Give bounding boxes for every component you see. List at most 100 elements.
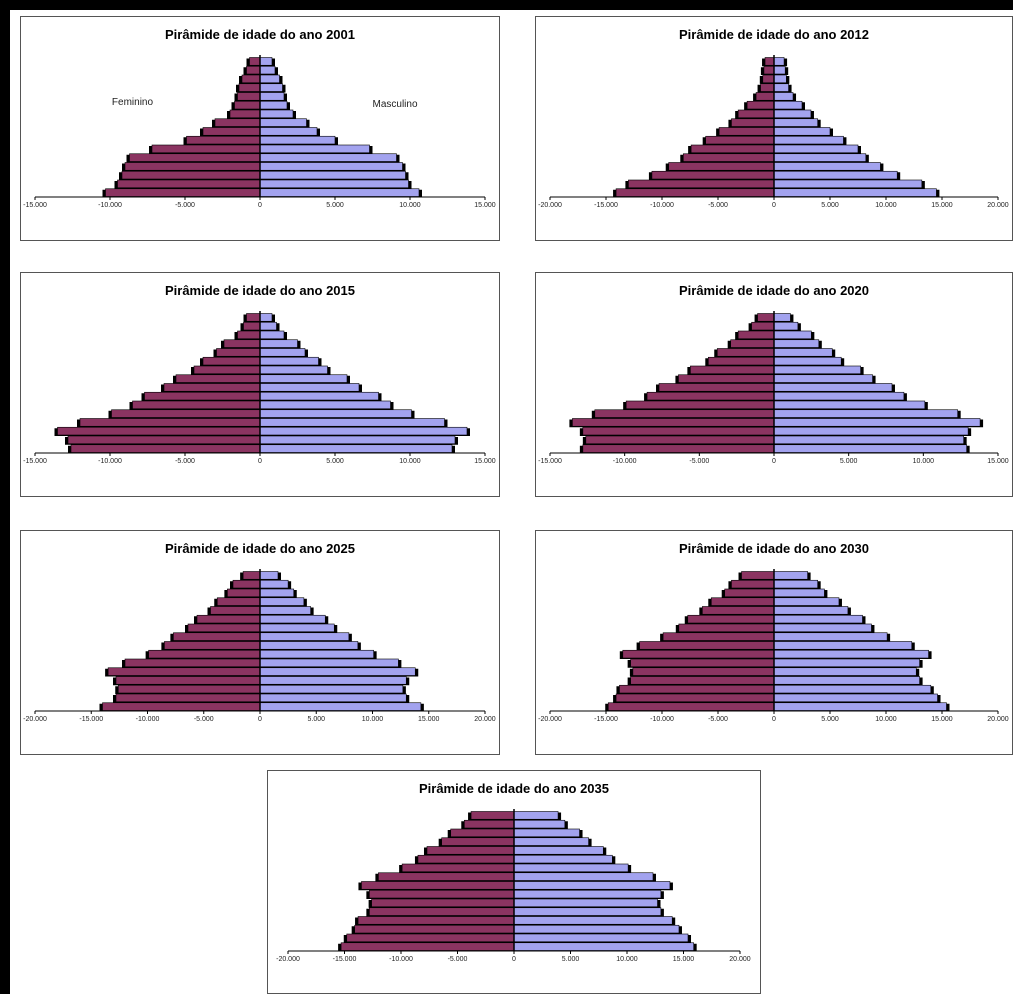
bar-female: [357, 916, 515, 925]
bar-male: [259, 321, 277, 331]
bar-male: [259, 153, 397, 162]
bar-male: [773, 606, 849, 615]
bar-female: [707, 356, 775, 366]
x-tick-label: 0: [258, 458, 262, 465]
chart-title: Pirâmide de idade do ano 2030: [679, 541, 869, 556]
x-tick-label: 5.000: [326, 202, 344, 209]
x-tick-label: -10.000: [613, 458, 637, 465]
bar-male: [773, 658, 920, 668]
bar-male: [773, 100, 803, 110]
x-tick-label: -15.000: [333, 956, 357, 963]
bar-male: [259, 57, 273, 66]
bar-female: [111, 409, 261, 418]
pyramid-chart-svg: Pirâmide de idade do ano 2025 -20.000 -15.…: [23, 541, 496, 723]
x-tick-label: 15.000: [987, 458, 1009, 465]
bar-male: [773, 667, 917, 676]
x-tick-label: 15.000: [931, 202, 953, 209]
bar-male: [773, 400, 926, 410]
pyramid-2020-panel: Pirâmide de idade do ano 2020 -15.000 -10.…: [535, 272, 1013, 497]
bar-female: [132, 400, 261, 410]
bar-female: [668, 162, 775, 171]
bar-female: [737, 109, 775, 119]
bar-female: [639, 641, 775, 650]
x-tick-label: 0: [772, 716, 776, 723]
bar-male: [259, 632, 350, 641]
bar-male: [513, 933, 689, 943]
x-tick-label: 0: [512, 956, 516, 963]
chart-title: Pirâmide de idade do ano 2035: [419, 781, 609, 796]
bar-female: [582, 426, 775, 436]
bar-male: [773, 614, 863, 624]
bar-male: [773, 153, 867, 162]
bar-female: [354, 924, 515, 934]
bar-male: [773, 144, 859, 154]
bar-male: [259, 179, 409, 189]
x-tick-label: 15.000: [673, 956, 695, 963]
bar-male: [773, 684, 932, 694]
bar-male: [773, 702, 947, 711]
bar-male: [773, 74, 787, 84]
x-tick-label: -5.000: [689, 458, 709, 465]
bar-male: [259, 426, 468, 436]
x-tick-label: 10.000: [913, 458, 935, 465]
pyramid-2025-panel: Pirâmide de idade do ano 2025 -20.000 -15.…: [20, 530, 500, 755]
bar-female: [175, 374, 261, 383]
bar-male: [773, 418, 981, 427]
bar-male: [259, 649, 374, 659]
bar-female: [757, 313, 775, 322]
x-tick-label: -15.000: [23, 458, 47, 465]
x-tick-label: -5.000: [708, 716, 728, 723]
bar-male: [259, 170, 406, 180]
bar-male: [259, 356, 319, 366]
bar-female: [115, 693, 261, 703]
pyramid-2012-panel: Pirâmide de idade do ano 2012 -20.000 -15.…: [535, 16, 1013, 241]
x-tick-label: -10.000: [98, 458, 122, 465]
bar-male: [259, 702, 422, 711]
bar-female: [241, 74, 261, 84]
side-label-right: Masculino: [372, 99, 417, 110]
bar-female: [763, 65, 775, 75]
bar-male: [259, 444, 453, 453]
x-tick-label: -5.000: [175, 458, 195, 465]
bar-female: [148, 649, 261, 659]
bar-female: [463, 819, 515, 829]
bar-female: [615, 188, 775, 197]
bar-male: [773, 92, 794, 101]
bar-male: [773, 313, 791, 322]
bar-male: [513, 881, 671, 890]
x-tick-label: 5.000: [326, 458, 344, 465]
bar-male: [259, 74, 280, 84]
bar-female: [210, 606, 261, 615]
x-tick-label: 5.000: [821, 202, 839, 209]
bar-female: [163, 383, 261, 392]
bar-female: [585, 435, 775, 445]
bar-female: [450, 828, 515, 838]
bar-female: [760, 83, 775, 92]
x-tick-label: -5.000: [175, 202, 195, 209]
bar-female: [369, 889, 515, 899]
bar-male: [513, 846, 604, 855]
bar-male: [773, 632, 888, 641]
bar-male: [259, 684, 404, 694]
bar-female: [79, 418, 261, 427]
bar-male: [259, 571, 279, 580]
bar-male: [259, 579, 289, 589]
bar-female: [630, 676, 775, 685]
x-tick-label: -5.000: [708, 202, 728, 209]
bar-female: [105, 188, 261, 197]
bar-male: [773, 693, 938, 703]
side-label-left: Feminino: [112, 97, 154, 108]
pyramid-2035-panel: Pirâmide de idade do ano 2035 -20.000 -15.…: [267, 770, 761, 994]
bar-female: [227, 588, 261, 598]
bar-female: [731, 118, 775, 127]
pyramid-chart-svg: Pirâmide de idade do ano 2030 -20.000 -15.…: [538, 541, 1009, 723]
bar-male: [259, 676, 407, 685]
bar-male: [513, 924, 680, 934]
bar-male: [513, 837, 589, 846]
bar-male: [773, 109, 812, 119]
bar-male: [259, 614, 326, 624]
bar-female: [107, 667, 261, 676]
x-tick-label: -10.000: [650, 716, 674, 723]
bar-female: [764, 57, 775, 66]
bar-male: [773, 409, 958, 418]
